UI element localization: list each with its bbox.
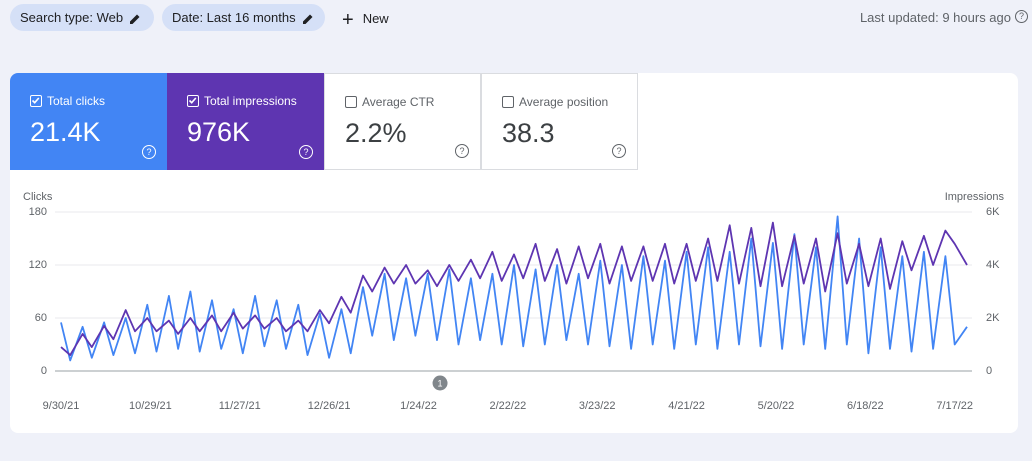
metric-value: 976K	[187, 117, 251, 147]
metric-label: Average position	[519, 95, 609, 109]
x-tick-label: 4/21/22	[668, 400, 705, 412]
x-tick-label: 7/17/22	[936, 400, 973, 412]
series-line	[60, 215, 968, 362]
check-mark	[31, 97, 40, 104]
y-axis-label: Clicks	[23, 191, 53, 203]
metric-tile[interactable]: Average CTR 2.2%?	[324, 73, 481, 170]
metric-value: 21.4K	[30, 117, 101, 147]
filter-chip[interactable]: Date: Last 16 months	[162, 4, 325, 31]
help-icon[interactable]: ?	[142, 145, 156, 159]
annotation-marker	[432, 375, 448, 391]
y-tick-label: 0	[41, 365, 47, 377]
x-tick-label: 2/22/22	[489, 400, 526, 412]
chip-label: Date: Last 16 months	[172, 10, 296, 25]
metric-tile[interactable]: Total clicks 21.4K?	[10, 73, 167, 170]
metric-label: Average CTR	[362, 95, 435, 109]
x-tick-label: 11/27/21	[219, 400, 261, 412]
metric-label: Total impressions	[204, 94, 297, 108]
chip-label: Search type: Web	[20, 10, 124, 25]
checkbox[interactable]	[502, 96, 514, 108]
x-tick-label: 5/20/22	[758, 400, 795, 412]
y2-tick-label: 4K	[986, 259, 1000, 271]
x-tick-label: 12/26/21	[308, 400, 351, 412]
y-tick-label: 180	[29, 206, 47, 218]
checkbox[interactable]	[345, 96, 357, 108]
y2-tick-label: 6K	[986, 206, 1000, 218]
y2-tick-label: 0	[986, 365, 992, 377]
y-tick-label: 120	[29, 259, 47, 271]
checkbox[interactable]	[187, 95, 199, 107]
new-label: New	[362, 11, 389, 26]
help-icon[interactable]: ?	[299, 145, 313, 159]
help-icon[interactable]: ?	[455, 144, 469, 158]
series-line	[60, 221, 968, 356]
y-tick-label: 60	[35, 312, 47, 324]
help-icon[interactable]: ?	[612, 144, 626, 158]
metric-value: 2.2%	[345, 118, 407, 148]
filter-chip[interactable]: Search type: Web	[10, 4, 154, 31]
help-icon[interactable]: ?	[1015, 10, 1028, 23]
y2-tick-label: 2K	[986, 312, 1000, 324]
annotation-label: 1	[438, 378, 443, 388]
performance-card: Total clicks 21.4K? Total impressions 976K?…	[10, 73, 1018, 433]
checkbox[interactable]	[30, 95, 42, 107]
edit-icon	[130, 14, 140, 24]
x-tick-label: 3/23/22	[579, 400, 616, 412]
plus-icon: +	[342, 9, 354, 31]
y2-axis-label: Impressions	[945, 191, 1005, 203]
metric-tile[interactable]: Total impressions 976K?	[167, 73, 324, 170]
new-button[interactable]: + New	[342, 9, 389, 32]
x-tick-label: 10/29/21	[129, 400, 172, 412]
metric-value: 38.3	[502, 118, 555, 148]
check-mark	[188, 97, 197, 104]
x-tick-label: 6/18/22	[847, 400, 884, 412]
metric-label: Total clicks	[47, 94, 106, 108]
last-updated: Last updated: 9 hours ago	[859, 10, 1011, 25]
x-tick-label: 1/24/22	[400, 400, 437, 412]
metric-tile[interactable]: Average position 38.3?	[481, 73, 638, 170]
x-tick-label: 9/30/21	[43, 400, 80, 412]
edit-icon	[302, 14, 313, 24]
